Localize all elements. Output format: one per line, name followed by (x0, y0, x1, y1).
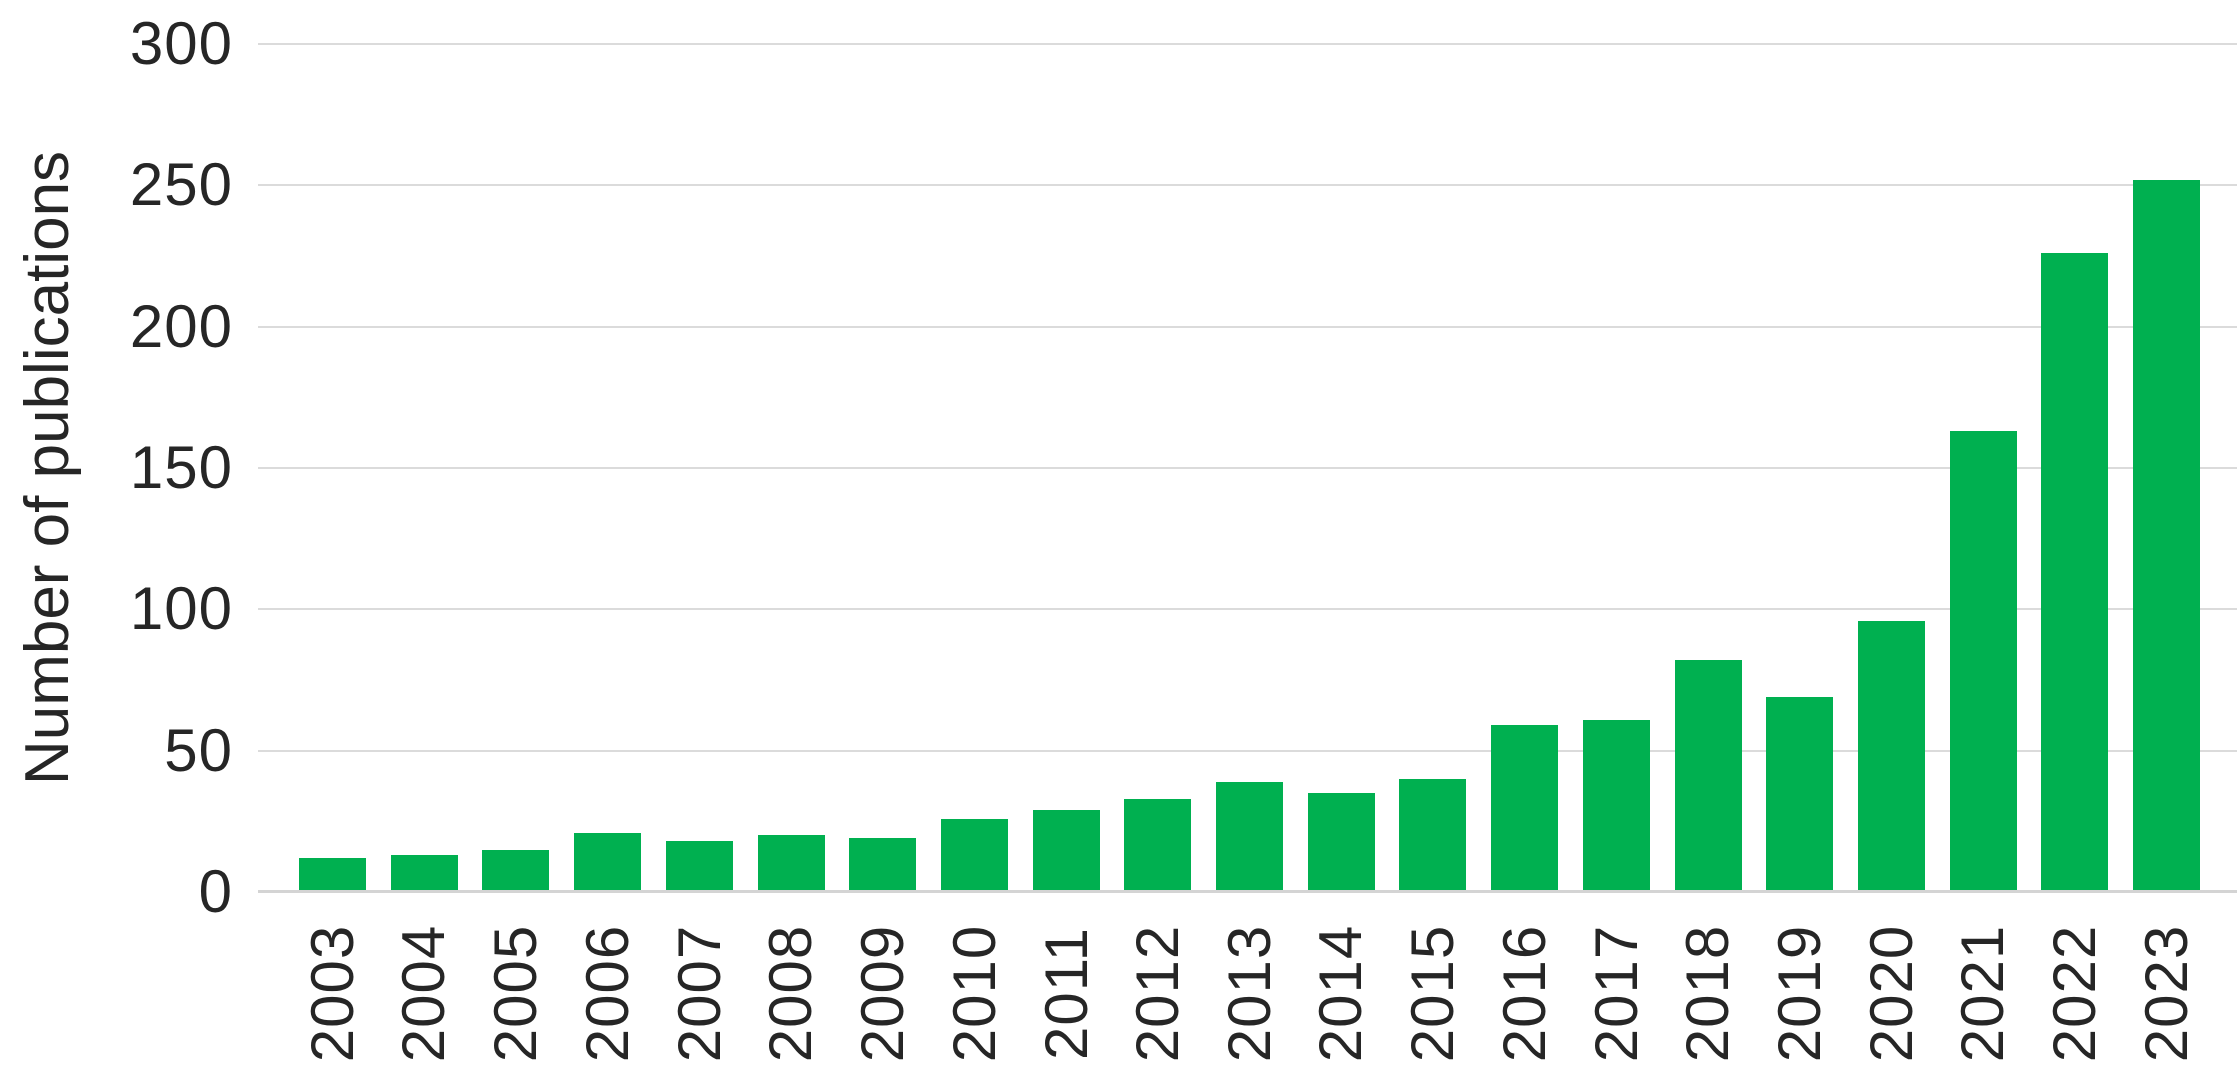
bar-2004 (390, 855, 458, 892)
y-tick-label-0: 0 (198, 858, 233, 925)
x-tick-label-2005: 2005 (482, 918, 549, 1067)
x-tick-text: 2004 (390, 924, 458, 1062)
x-tick-label-2009: 2009 (849, 918, 916, 1067)
x-tick-text: 2018 (1674, 924, 1742, 1062)
x-tick-label-2014: 2014 (1308, 918, 1375, 1067)
gridline-y-50 (258, 749, 2237, 752)
x-tick-label-2012: 2012 (1124, 918, 1191, 1067)
x-tick-label-2021: 2021 (1950, 918, 2017, 1067)
x-tick-text: 2014 (1307, 924, 1375, 1062)
y-tick-label-100: 100 (129, 575, 233, 643)
x-tick-text: 2005 (482, 924, 550, 1062)
bar-2020 (1857, 620, 1925, 892)
bar-2019 (1766, 696, 1834, 892)
gridline-y-300 (258, 43, 2237, 45)
y-tick-label-300: 300 (129, 10, 233, 77)
bar-2021 (1949, 431, 2017, 892)
x-tick-text: 2007 (665, 924, 733, 1062)
x-tick-label-2008: 2008 (758, 918, 825, 1067)
bar-2022 (2041, 253, 2109, 892)
gridline-y-100 (258, 608, 2237, 611)
x-tick-text: 2015 (1399, 924, 1467, 1062)
bar-2018 (1674, 660, 1742, 892)
bar-2014 (1307, 793, 1375, 892)
y-tick-label-150: 150 (129, 434, 233, 501)
x-tick-label-2004: 2004 (391, 918, 458, 1067)
x-tick-label-2017: 2017 (1583, 918, 1650, 1067)
x-tick-text: 2019 (1766, 924, 1834, 1062)
bar-2006 (574, 832, 642, 892)
x-tick-label-2006: 2006 (574, 918, 641, 1067)
y-tick-label-50: 50 (164, 716, 233, 784)
bar-2008 (757, 835, 825, 892)
x-tick-label-2016: 2016 (1491, 918, 1558, 1067)
x-tick-text: 2013 (1216, 924, 1284, 1062)
x-tick-label-2015: 2015 (1399, 918, 1466, 1067)
x-tick-label-2003: 2003 (299, 918, 366, 1067)
x-tick-text: 2008 (757, 924, 825, 1062)
x-tick-text: 2011 (1032, 926, 1100, 1060)
x-tick-label-2018: 2018 (1675, 918, 1742, 1067)
x-tick-label-2011: 2011 (1033, 918, 1100, 1067)
bar-2015 (1399, 778, 1467, 892)
y-tick-label-250: 250 (129, 151, 233, 219)
bar-2011 (1032, 810, 1100, 892)
bar-2007 (665, 841, 733, 892)
x-tick-label-2022: 2022 (2041, 918, 2108, 1067)
gridline-y-150 (258, 467, 2237, 469)
x-tick-label-2013: 2013 (1216, 918, 1283, 1067)
x-tick-label-2007: 2007 (666, 918, 733, 1067)
x-tick-label-2023: 2023 (2133, 918, 2200, 1067)
bar-2009 (849, 838, 917, 892)
x-tick-text: 2017 (1582, 924, 1650, 1062)
x-tick-text: 2021 (1949, 924, 2017, 1062)
x-tick-text: 2016 (1491, 924, 1559, 1062)
x-tick-text: 2010 (940, 924, 1008, 1062)
bar-2003 (299, 858, 366, 892)
x-tick-label-2019: 2019 (1766, 918, 1833, 1067)
bar-2010 (940, 818, 1008, 892)
bar-2005 (482, 849, 550, 892)
bar-2012 (1124, 798, 1192, 892)
x-axis-line (258, 890, 2237, 893)
x-tick-text: 2006 (574, 924, 642, 1062)
plot-area (258, 43, 2237, 892)
x-tick-label-2020: 2020 (1858, 918, 1925, 1067)
x-tick-text: 2012 (1124, 924, 1192, 1062)
y-tick-label-200: 200 (129, 292, 233, 360)
x-tick-text: 2009 (849, 924, 917, 1062)
bar-2016 (1491, 725, 1559, 892)
x-tick-text: 2003 (299, 924, 367, 1062)
x-tick-text: 2022 (2041, 924, 2109, 1062)
bar-2023 (2133, 179, 2200, 892)
bar-2013 (1216, 781, 1283, 892)
gridline-y-200 (258, 325, 2237, 328)
bar-2017 (1582, 719, 1650, 892)
x-tick-label-2010: 2010 (941, 918, 1008, 1067)
x-tick-text: 2020 (1857, 924, 1925, 1062)
gridline-y-250 (258, 184, 2237, 187)
x-tick-text: 2023 (2133, 924, 2201, 1062)
